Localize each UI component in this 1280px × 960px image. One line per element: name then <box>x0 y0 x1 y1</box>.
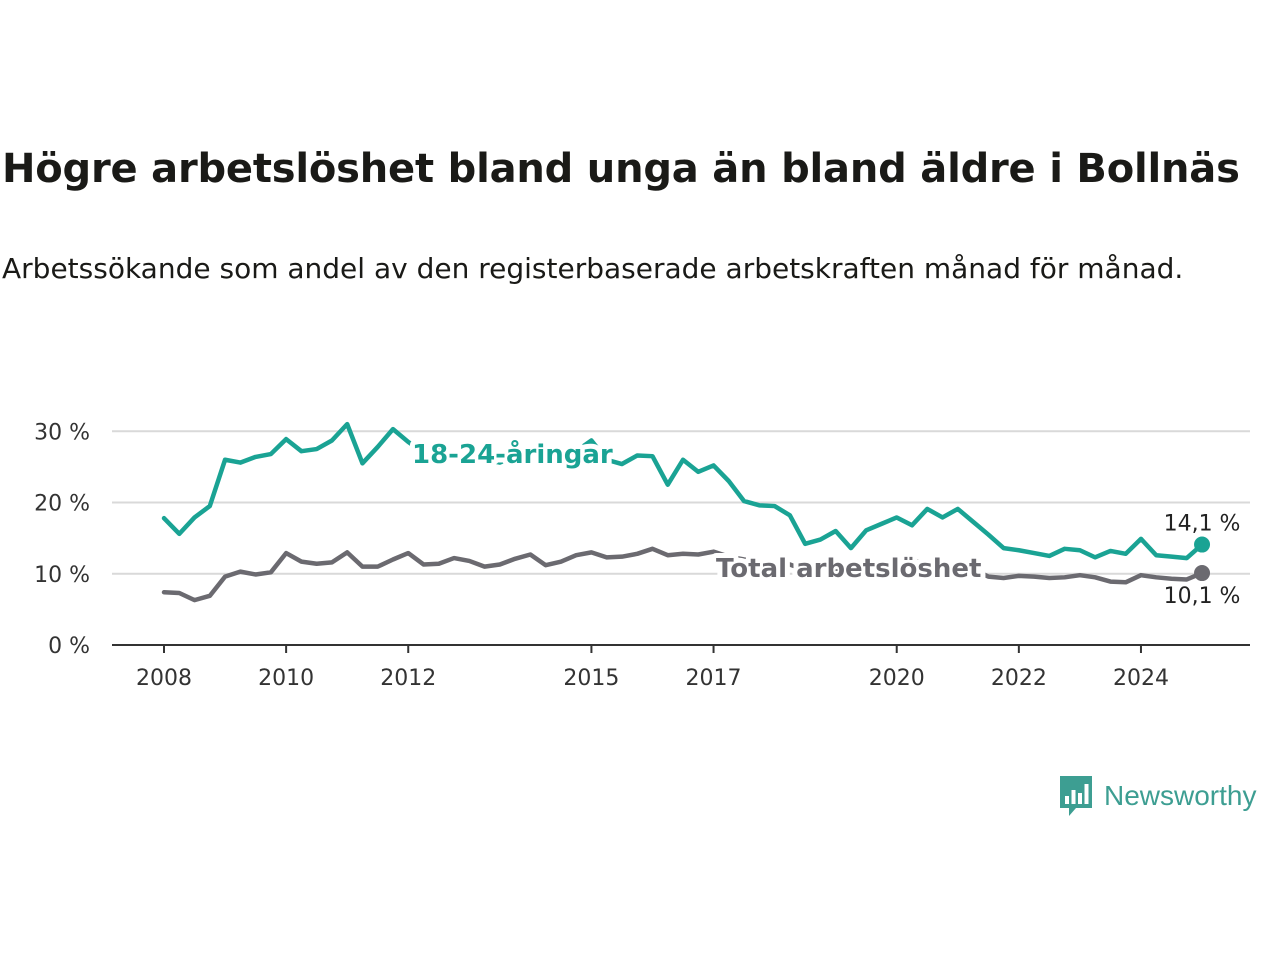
chart-subtitle: Arbetssökande som andel av den registerb… <box>2 252 1184 285</box>
y-tick-label: 10 % <box>34 563 90 588</box>
line-chart: 0 % 10 % 20 % 30 % 2008 2010 2012 2015 2017 2020 2… <box>34 420 1250 691</box>
series-end-point <box>1194 536 1211 553</box>
series-label: Total arbetslöshet <box>716 554 981 584</box>
newsworthy-logo[interactable]: Newsworthy <box>1058 774 1256 818</box>
y-tick-label: 20 % <box>34 492 90 517</box>
y-tick-label: 30 % <box>34 420 90 445</box>
x-tick-label: 2012 <box>380 666 436 691</box>
series-line <box>161 421 1205 561</box>
x-tick-label: 2022 <box>991 666 1047 691</box>
x-tick-label: 2020 <box>869 666 925 691</box>
x-tick-label: 2017 <box>686 666 742 691</box>
newsworthy-brand-name: Newsworthy <box>1104 780 1257 811</box>
series-end-point <box>1194 565 1211 582</box>
chart-title: Högre arbetslöshet bland unga än bland ä… <box>2 146 1240 192</box>
series-line <box>161 546 1205 603</box>
series-end-label: 10,1 % <box>1164 584 1241 609</box>
series-label-halo: 18-24-åringar <box>412 438 613 470</box>
newsworthy-logo-icon <box>1060 776 1092 816</box>
series-label-halo: Total arbetslöshet <box>716 554 981 584</box>
series-end-label: 14,1 % <box>1164 512 1241 537</box>
x-tick-label: 2015 <box>563 666 619 691</box>
series-label: 18-24-åringar <box>412 438 613 470</box>
x-tick-label: 2024 <box>1113 666 1169 691</box>
x-tick-label: 2010 <box>258 666 314 691</box>
x-tick-label: 2008 <box>136 666 192 691</box>
y-tick-label: 0 % <box>48 634 90 659</box>
